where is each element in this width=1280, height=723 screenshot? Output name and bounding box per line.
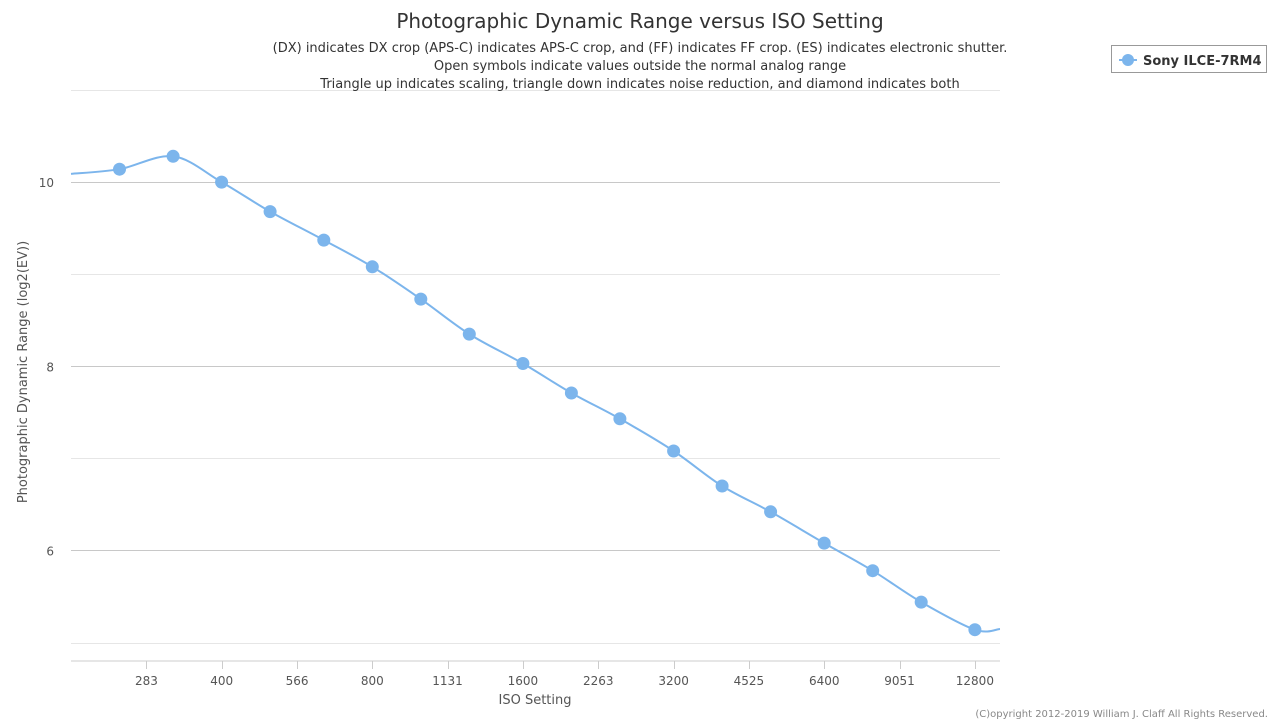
data-point[interactable] [462, 327, 476, 341]
data-point[interactable] [817, 536, 831, 550]
legend-series-label[interactable]: Sony ILCE-7RM4 [1143, 54, 1262, 69]
x-tick-label: 283 [135, 674, 158, 688]
credits[interactable]: (C)opyright 2012-2019 William J. Claff A… [975, 709, 1268, 720]
chart-subtitle-line-1: (DX) indicates DX crop (APS-C) indicates… [273, 41, 1008, 56]
data-point[interactable] [113, 162, 126, 176]
data-point[interactable] [667, 444, 681, 458]
data-point[interactable] [564, 386, 578, 400]
x-tick-label: 1131 [432, 674, 463, 688]
x-tick-label: 2263 [583, 674, 614, 688]
data-point[interactable] [866, 564, 880, 578]
series-layer [70, 149, 1001, 637]
y-axis-label: Photographic Dynamic Range (log2(EV)) [16, 241, 31, 503]
y-tick-label: 8 [46, 360, 54, 374]
x-tick-label: 3200 [658, 674, 689, 688]
y-tick-label: 6 [46, 544, 54, 558]
x-tick-label: 12800 [956, 674, 994, 688]
series-line[interactable] [70, 155, 1001, 633]
data-point[interactable] [166, 149, 180, 163]
x-axis-label: ISO Setting [499, 693, 572, 708]
y-tick-label: 10 [39, 176, 54, 190]
x-tick-label: 1600 [508, 674, 539, 688]
data-point[interactable] [317, 233, 331, 247]
x-tick-label: 4525 [734, 674, 765, 688]
y-axis-ticks: 6 8 10 [39, 176, 54, 558]
data-point[interactable] [414, 292, 428, 306]
data-point[interactable] [764, 505, 778, 519]
data-point[interactable] [263, 205, 277, 219]
x-tick-label: 9051 [884, 674, 915, 688]
data-point[interactable] [914, 595, 928, 609]
x-tick-label: 6400 [809, 674, 840, 688]
chart-title: Photographic Dynamic Range versus ISO Se… [396, 9, 883, 33]
x-tick-label: 400 [210, 674, 233, 688]
x-axis-ticks: 283 400 566 800 1131 1600 2263 3200 4525 6400 9051… [135, 661, 994, 688]
legend-box [1111, 45, 1267, 73]
data-point[interactable] [613, 412, 627, 426]
data-point[interactable] [968, 623, 982, 637]
legend-series-marker [1122, 54, 1134, 66]
x-tick-label: 566 [286, 674, 309, 688]
x-tick-label: 800 [361, 674, 384, 688]
legend[interactable]: Sony ILCE-7RM4 [1111, 45, 1267, 73]
grid-layer [71, 90, 1000, 644]
chart-subtitle-line-2: Open symbols indicate values outside the… [434, 59, 846, 74]
data-point[interactable] [365, 260, 379, 274]
chart-subtitle-line-3: Triangle up indicates scaling, triangle … [319, 77, 959, 92]
data-point[interactable] [715, 479, 729, 493]
data-point[interactable] [215, 175, 229, 189]
data-point[interactable] [516, 357, 530, 370]
